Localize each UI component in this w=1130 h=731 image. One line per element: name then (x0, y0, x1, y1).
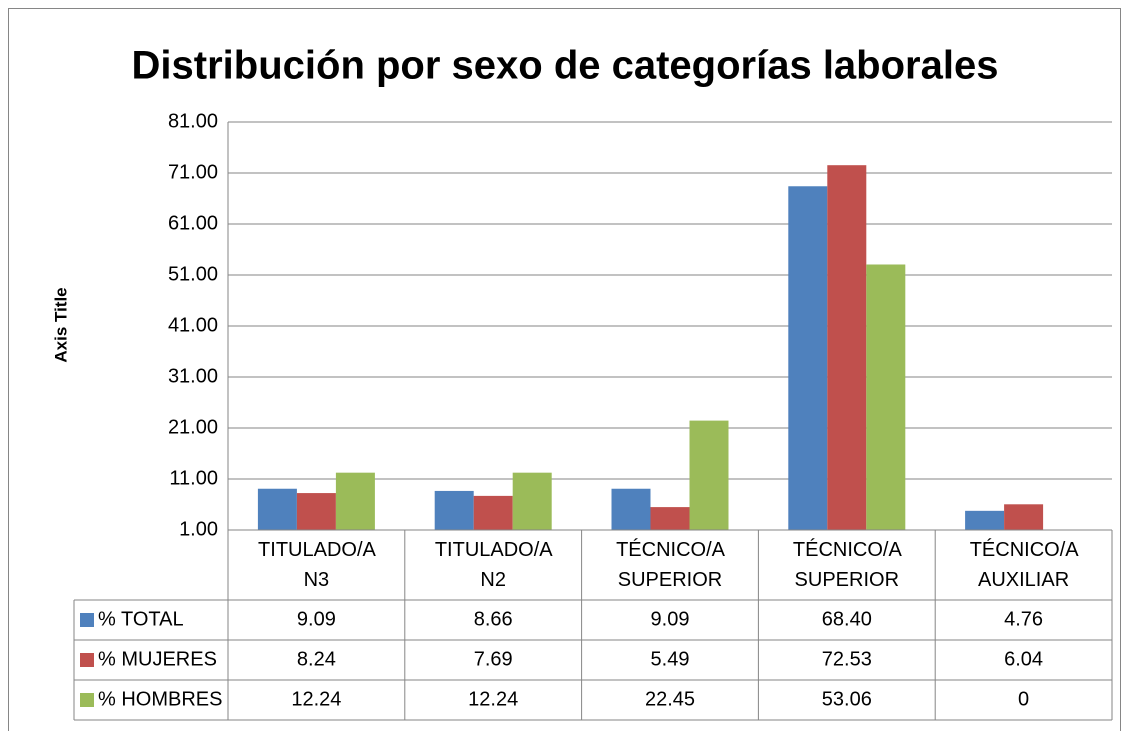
y-tick-label: 51.00 (168, 263, 218, 285)
table-value: 5.49 (651, 648, 690, 670)
table-value: 6.04 (1004, 648, 1043, 670)
bar (1004, 504, 1044, 530)
x-tick-label: TÉCNICO/A AUXILIAR (935, 530, 1112, 600)
bar (473, 495, 513, 530)
y-tick-label: 1.00 (179, 518, 218, 540)
bar (611, 488, 651, 530)
bar (434, 490, 474, 530)
table-value: 4.76 (1004, 608, 1043, 630)
legend-swatch (80, 693, 94, 707)
table-value: 8.66 (474, 608, 513, 630)
legend-label: % HOMBRES (98, 688, 222, 710)
table-value: 12.24 (291, 688, 341, 710)
y-tick-label: 71.00 (168, 161, 218, 183)
legend-swatch (80, 613, 94, 627)
x-tick-label: TÉCNICO/A SUPERIOR (582, 530, 759, 600)
table-value: 72.53 (822, 648, 872, 670)
category-text: TÉCNICO/A AUXILIAR (969, 539, 1079, 591)
table-value: 12.24 (468, 688, 518, 710)
table-value: 0 (1018, 688, 1029, 710)
bar (296, 493, 336, 530)
y-tick-label: 41.00 (168, 314, 218, 336)
bar (965, 510, 1005, 530)
y-tick-label: 11.00 (169, 467, 218, 489)
y-tick-label: 21.00 (168, 416, 218, 438)
x-tick-label: TITULADO/A N2 (405, 530, 582, 600)
table-value: 9.09 (297, 608, 336, 630)
bar (866, 264, 906, 530)
table-value: 7.69 (474, 648, 513, 670)
category-text: TÉCNICO/A SUPERIOR (616, 539, 725, 591)
bar (257, 488, 297, 530)
chart-title: Distribución por sexo de categorías labo… (132, 44, 999, 88)
legend-label: % TOTAL (98, 608, 184, 630)
legend-label: % MUJERES (98, 648, 217, 670)
legend-swatch (80, 653, 94, 667)
y-tick-label: 61.00 (168, 212, 218, 234)
bar (335, 472, 375, 530)
category-text: TÉCNICO/A SUPERIOR (792, 539, 902, 591)
y-axis-title: Axis Title (51, 287, 70, 362)
bar (788, 186, 828, 530)
x-tick-label: TÉCNICO/A SUPERIOR (758, 530, 935, 600)
bar (512, 472, 552, 530)
bar (827, 165, 867, 530)
y-tick-label: 81.00 (168, 110, 218, 132)
table-value: 9.09 (651, 608, 690, 630)
bars (257, 165, 1044, 530)
bar (689, 420, 729, 530)
bar (650, 507, 690, 530)
category-text: TITULADO/A N3 (258, 539, 376, 591)
table-value: 22.45 (645, 688, 695, 710)
x-tick-label: TITULADO/A N3 (228, 530, 405, 600)
y-tick-label: 31.00 (168, 365, 218, 387)
table-value: 68.40 (822, 608, 872, 630)
table-value: 53.06 (822, 688, 872, 710)
category-text: TITULADO/A N2 (434, 539, 553, 591)
table-value: 8.24 (297, 648, 336, 670)
